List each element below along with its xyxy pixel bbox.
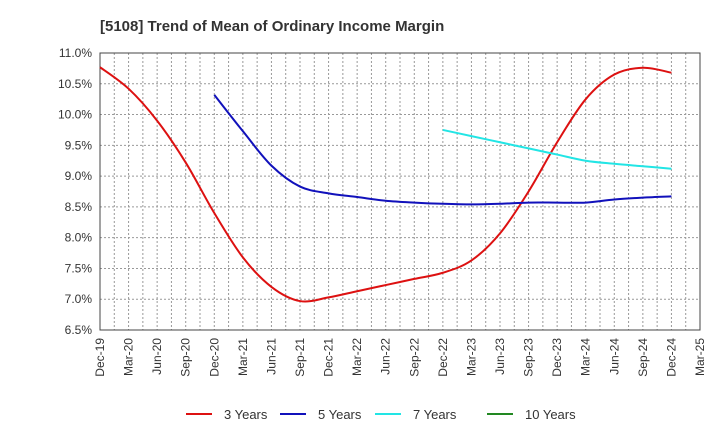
plot-frame bbox=[99, 52, 701, 331]
series-line-5-years bbox=[213, 94, 672, 206]
x-tick-label: Dec-24 bbox=[664, 338, 678, 377]
x-tick-label: Dec-20 bbox=[207, 338, 221, 377]
x-tick-label: Jun-20 bbox=[150, 338, 164, 375]
x-tick-label: Dec-21 bbox=[322, 338, 336, 377]
x-tick-label: Sep-21 bbox=[293, 338, 307, 377]
x-tick-label: Jun-23 bbox=[493, 338, 507, 375]
y-tick-label: 8.0% bbox=[65, 231, 93, 245]
legend-label: 5 Years bbox=[318, 407, 362, 422]
x-tick-label: Dec-19 bbox=[93, 338, 107, 377]
series-lines bbox=[99, 66, 672, 303]
series-line-7-years bbox=[442, 128, 672, 170]
y-tick-label: 7.5% bbox=[65, 261, 93, 275]
y-tick-label: 11.0% bbox=[59, 46, 92, 60]
x-tick-label: Jun-24 bbox=[607, 338, 621, 375]
x-tick-label: Sep-23 bbox=[522, 338, 536, 377]
x-tick-label: Dec-23 bbox=[550, 338, 564, 377]
x-tick-label: Mar-20 bbox=[122, 338, 136, 376]
x-tick-label: Sep-24 bbox=[636, 338, 650, 377]
axes: 11.0% 10.5% 10.0% 9.5% 9.0% 8.5% 8.0% 7.5% 7.0% 6… bbox=[58, 46, 707, 377]
y-tick-label: 6.5% bbox=[65, 323, 93, 337]
x-tick-label: Jun-22 bbox=[379, 338, 393, 375]
chart-title: [5108] Trend of Mean of Ordinary Income … bbox=[100, 18, 444, 35]
legend: 3 Years 5 Years 7 Years 10 Years bbox=[186, 407, 576, 422]
legend-label: 7 Years bbox=[413, 407, 457, 422]
x-tick-label: Jun-21 bbox=[264, 338, 278, 375]
y-tick-label: 10.0% bbox=[58, 108, 92, 122]
x-tick-label: Sep-20 bbox=[179, 338, 193, 377]
x-tick-label: Dec-22 bbox=[436, 338, 450, 377]
y-tick-label: 9.0% bbox=[65, 169, 93, 183]
x-tick-label: Mar-22 bbox=[350, 338, 364, 376]
legend-label: 10 Years bbox=[525, 407, 576, 422]
x-tick-label: Sep-22 bbox=[407, 338, 421, 377]
x-tick-label: Mar-25 bbox=[693, 338, 707, 376]
y-tick-label: 7.0% bbox=[65, 292, 93, 306]
y-tick-label: 8.5% bbox=[65, 200, 93, 214]
x-tick-label: Mar-24 bbox=[579, 338, 593, 376]
y-tick-label: 10.5% bbox=[58, 77, 92, 91]
y-tick-label: 9.5% bbox=[65, 138, 93, 152]
x-tick-label: Mar-23 bbox=[464, 338, 478, 376]
legend-label: 3 Years bbox=[224, 407, 268, 422]
series-line-3-years bbox=[99, 66, 672, 303]
grid bbox=[99, 52, 701, 331]
x-tick-label: Mar-21 bbox=[236, 338, 250, 376]
